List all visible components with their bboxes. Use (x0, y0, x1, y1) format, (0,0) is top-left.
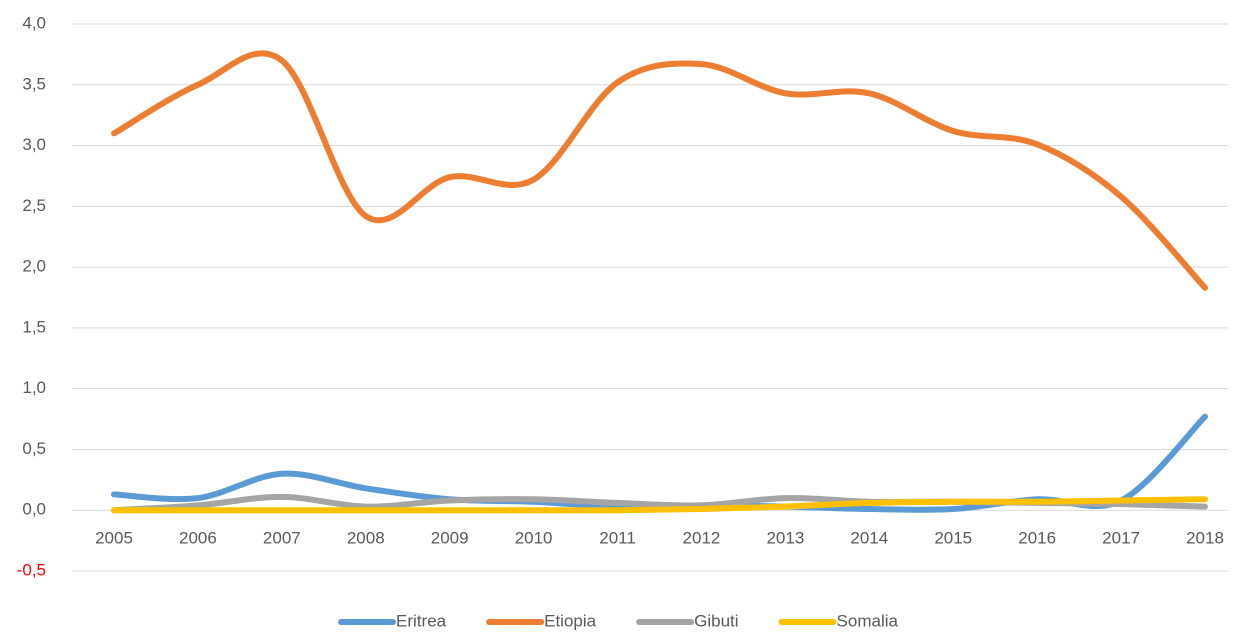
y-tick-label: 0,5 (22, 439, 46, 458)
y-tick-label: 2,0 (22, 257, 46, 276)
x-tick-label: 2013 (766, 529, 804, 548)
x-tick-label: 2018 (1186, 529, 1224, 548)
x-tick-label: 2009 (431, 529, 469, 548)
y-tick-label: 4,0 (22, 13, 46, 32)
y-tick-label: 1,0 (22, 378, 46, 397)
x-tick-label: 2005 (95, 529, 133, 548)
x-tick-label: 2008 (347, 529, 385, 548)
legend-label: Gibuti (694, 611, 738, 630)
legend-label: Somalia (837, 611, 899, 630)
legend-label: Etiopia (544, 611, 597, 630)
x-tick-label: 2012 (683, 529, 721, 548)
x-tick-label: 2011 (599, 529, 636, 548)
y-tick-label: 2,5 (22, 196, 46, 215)
series-line (111, 496, 1208, 514)
y-tick-label: -0,5 (17, 560, 46, 579)
x-tick-label: 2014 (850, 529, 888, 548)
y-tick-label: 3,5 (22, 74, 46, 93)
x-tick-label: 2006 (179, 529, 217, 548)
x-tick-label: 2007 (263, 529, 301, 548)
y-tick-label: 3,0 (22, 135, 46, 154)
x-tick-label: 2015 (934, 529, 972, 548)
x-tick-label: 2017 (1102, 529, 1140, 548)
x-tick-label: 2010 (515, 529, 553, 548)
series-line (111, 50, 1208, 291)
y-tick-label: 1,5 (22, 317, 46, 336)
x-tick-label: 2016 (1018, 529, 1056, 548)
y-tick-label: 0,0 (22, 500, 46, 519)
legend-label: Eritrea (396, 611, 447, 630)
